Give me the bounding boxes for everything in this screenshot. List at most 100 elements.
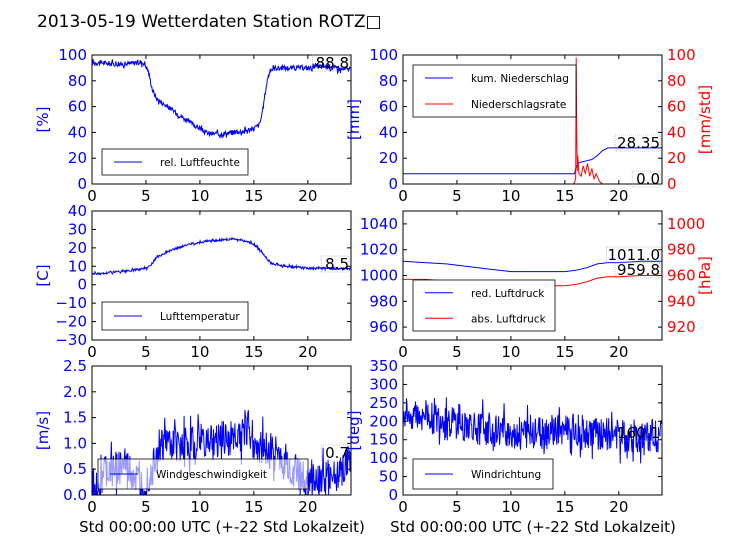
y-tick-label: 40 bbox=[68, 123, 87, 141]
y-axis-label: [m/s] bbox=[34, 411, 52, 450]
legend: red. Luftdruck abs. Luftdruck bbox=[412, 279, 556, 332]
series-line-1 bbox=[92, 58, 351, 139]
y2-tick-label: 980 bbox=[667, 241, 696, 259]
y-tick-label: 100 bbox=[369, 449, 398, 467]
y2-tick-label: 920 bbox=[667, 318, 696, 336]
x-axis-label-right: Std 00:00:00 UTC (+-22 Std Lokalzeit) bbox=[390, 518, 676, 536]
y-tick-label: 20 bbox=[379, 149, 398, 167]
chart-panel-6: 0 5 10 15 20050100150200250300350[deg]Windri… bbox=[345, 357, 663, 516]
value-annotation-2: 0.0 bbox=[636, 170, 660, 188]
y-tick-label: 100 bbox=[58, 46, 87, 64]
y-tick-label: 1.5 bbox=[63, 409, 87, 427]
y-tick-label: 1000 bbox=[360, 267, 398, 285]
x-tick-label: 5 bbox=[141, 343, 151, 361]
x-tick-label: 20 bbox=[298, 498, 317, 516]
value-annotation: 88.8 bbox=[316, 54, 349, 72]
plot-frame bbox=[402, 365, 663, 496]
y-tick-label: 60 bbox=[68, 98, 87, 116]
chart-panel-4: 0 5 10 15 20 960 980 1000 1020 1040 920 940 960 980 10… bbox=[360, 210, 714, 361]
value-annotation-2: 959.8 bbox=[617, 261, 660, 279]
x-tick-label: 5 bbox=[452, 187, 462, 205]
x-tick-label: 10 bbox=[501, 187, 520, 205]
y-tick-label: 960 bbox=[369, 318, 398, 336]
y-tick-label: 0.0 bbox=[63, 486, 87, 504]
y-tick-label: 20 bbox=[68, 239, 87, 257]
legend-box bbox=[412, 64, 577, 118]
y2-tick-label: 960 bbox=[667, 267, 696, 285]
value-annotation-box bbox=[606, 246, 661, 264]
plot-frame bbox=[402, 54, 663, 185]
y-tick-label: 300 bbox=[369, 375, 398, 393]
y-tick-label: 40 bbox=[379, 123, 398, 141]
y2-tick-label: 40 bbox=[667, 123, 686, 141]
x-tick-label: 0 bbox=[87, 187, 97, 205]
value-annotation: 160.1 bbox=[617, 424, 660, 442]
y-tick-label: 2.5 bbox=[63, 357, 87, 375]
x-tick-label: 0 bbox=[398, 187, 408, 205]
legend: Windgeschwindigkeit bbox=[97, 458, 309, 490]
y2-tick-label: 60 bbox=[667, 98, 686, 116]
plot-frame bbox=[91, 210, 352, 341]
y2-axis-label: [mm/std] bbox=[696, 85, 714, 154]
y-tick-label: 10 bbox=[68, 257, 87, 275]
x-tick-label: 15 bbox=[555, 498, 574, 516]
chart-panel-2: 0 5 10 15 20 0 20 40 60 80 100 0 20 40 60 80 100 [mm/std]… bbox=[345, 46, 714, 205]
y-tick-label: 0 bbox=[77, 175, 87, 193]
y-tick-label: 60 bbox=[379, 98, 398, 116]
x-tick-label: 20 bbox=[609, 343, 628, 361]
x-tick-label: 0 bbox=[87, 498, 97, 516]
series-line-1 bbox=[403, 397, 662, 464]
x-tick-label: 5 bbox=[452, 343, 462, 361]
series-line-1 bbox=[403, 260, 662, 273]
series-line-2 bbox=[403, 57, 662, 184]
y-tick-label: 100 bbox=[369, 46, 398, 64]
y-tick-label: 0 bbox=[388, 486, 398, 504]
y2-tick-label: 20 bbox=[667, 149, 686, 167]
x-tick-label: 10 bbox=[190, 343, 209, 361]
x-tick-label: 20 bbox=[298, 343, 317, 361]
figure-title: 2013-05-19 Wetterdaten Station ROTZ□ bbox=[37, 12, 382, 32]
y-tick-label: 20 bbox=[68, 149, 87, 167]
y2-tick-label: 0 bbox=[667, 175, 677, 193]
value-annotation: 28.35 bbox=[617, 134, 660, 152]
y-tick-label: 0 bbox=[77, 276, 87, 294]
legend: Lufttemperatur bbox=[101, 301, 249, 331]
y2-tick-label: 80 bbox=[667, 72, 686, 90]
legend-label: Lufttemperatur bbox=[160, 311, 240, 323]
x-tick-label: 5 bbox=[141, 187, 151, 205]
x-tick-label: 20 bbox=[298, 187, 317, 205]
x-tick-label: 10 bbox=[501, 343, 520, 361]
value-annotation-box bbox=[312, 54, 350, 72]
chart-panel-3: 0 5 10 15 20−30−20−10010203040[C]Lufttempera… bbox=[34, 202, 352, 361]
legend: rel. Luftfeuchte bbox=[101, 148, 249, 176]
y-tick-label: 50 bbox=[379, 468, 398, 486]
y-axis-label: [mm] bbox=[345, 99, 363, 140]
y-tick-label: 80 bbox=[68, 72, 87, 90]
x-tick-label: 0 bbox=[398, 343, 408, 361]
legend: kum. Niederschlag Niederschlagsrate bbox=[412, 64, 577, 118]
y-tick-label: 80 bbox=[379, 72, 398, 90]
y2-tick-label: 100 bbox=[667, 46, 696, 64]
value-annotation: 8.5 bbox=[325, 255, 349, 273]
x-tick-label: 15 bbox=[555, 343, 574, 361]
x-tick-label: 15 bbox=[244, 343, 263, 361]
y-tick-label: −30 bbox=[55, 331, 87, 349]
chart-panel-5: 0 5 10 15 20 0.0 0.5 1.0 1.5 2.0 2.5 [m/s] Windgesch… bbox=[34, 357, 352, 516]
y-tick-label: 980 bbox=[369, 292, 398, 310]
legend-label: red. Luftdruck bbox=[471, 288, 545, 300]
value-annotation-box bbox=[614, 134, 661, 152]
y-tick-label: 0 bbox=[388, 175, 398, 193]
x-tick-label: 0 bbox=[87, 343, 97, 361]
value-annotation-box bbox=[614, 424, 661, 442]
x-tick-label: 20 bbox=[609, 498, 628, 516]
value-annotation-2-box bbox=[614, 261, 661, 279]
y2-axis-label: [hPa] bbox=[696, 256, 714, 295]
legend-box bbox=[412, 279, 556, 332]
x-tick-label: 10 bbox=[190, 498, 209, 516]
chart-panel-1: 0 5 10 15 20 0 20 40 60 80 100 [%] rel. Luftfeuchte 8… bbox=[34, 46, 352, 205]
legend-label: abs. Luftdruck bbox=[471, 313, 547, 325]
y-tick-label: 1040 bbox=[360, 215, 398, 233]
y-tick-label: 2.0 bbox=[63, 383, 87, 401]
y-tick-label: −20 bbox=[55, 313, 87, 331]
